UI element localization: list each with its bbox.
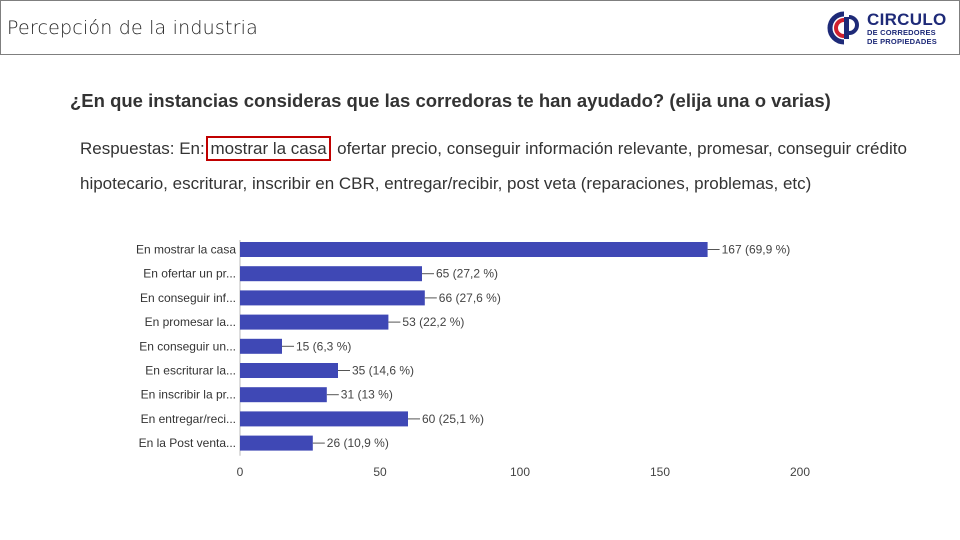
bar-3	[240, 314, 389, 330]
bar-4	[240, 338, 282, 354]
question-heading: ¿En que instancias consideras que las co…	[70, 90, 831, 111]
answers-text: Respuestas: En: mostrar la casa, ofertar…	[80, 131, 940, 201]
bar-8	[240, 435, 313, 451]
logo-sub-line2: DE PROPIEDADES	[867, 37, 937, 46]
answers-rest: , ofertar precio, conseguir información …	[80, 139, 907, 193]
value-label-7: 60 (25,1 %)	[422, 412, 484, 426]
bar-5	[240, 363, 338, 378]
logo-sub-line1: DE CORREDORES	[867, 28, 936, 37]
bar-7	[240, 411, 408, 427]
answers-prefix: Respuestas: En:	[80, 139, 205, 158]
value-label-6: 31 (13 %)	[341, 388, 393, 402]
x-tick-label-4: 200	[790, 465, 810, 479]
logo-main-text: CIRCULO	[867, 10, 947, 29]
category-label-4: En conseguir un...	[139, 339, 236, 353]
answers-highlighted: mostrar la casa	[206, 136, 331, 161]
value-label-8: 26 (10,9 %)	[327, 436, 389, 450]
category-label-1: En ofertar un pr...	[143, 267, 236, 281]
category-label-7: En entregar/reci...	[141, 412, 236, 426]
value-label-5: 35 (14,6 %)	[352, 364, 414, 378]
header-bar: Percepción de la industria CIRCULO DE CO…	[0, 0, 960, 55]
bar-6	[240, 387, 327, 403]
circulo-logo-icon	[827, 11, 859, 45]
value-label-1: 65 (27,2 %)	[436, 267, 498, 281]
value-label-2: 66 (27,6 %)	[439, 291, 501, 305]
category-label-8: En la Post venta...	[139, 436, 236, 450]
value-label-4: 15 (6,3 %)	[296, 339, 351, 353]
x-tick-label-1: 50	[373, 465, 387, 479]
x-tick-label-3: 150	[650, 465, 670, 479]
x-tick-label-2: 100	[510, 465, 530, 479]
value-label-3: 53 (22,2 %)	[402, 315, 464, 329]
category-label-6: En inscribir la pr...	[141, 388, 236, 402]
bar-0	[240, 242, 708, 257]
bar-2	[240, 290, 425, 306]
category-label-3: En promesar la...	[145, 315, 236, 329]
category-label-0: En mostrar la casa	[136, 243, 236, 257]
bar-1	[240, 266, 422, 282]
page-title: Percepción de la industria	[7, 17, 258, 39]
logo: CIRCULO DE CORREDORES DE PROPIEDADES	[827, 9, 953, 49]
x-tick-label-0: 0	[237, 465, 244, 479]
value-label-0: 167 (69,9 %)	[722, 243, 791, 257]
category-label-5: En escriturar la...	[145, 364, 236, 378]
category-label-2: En conseguir inf...	[140, 291, 236, 305]
